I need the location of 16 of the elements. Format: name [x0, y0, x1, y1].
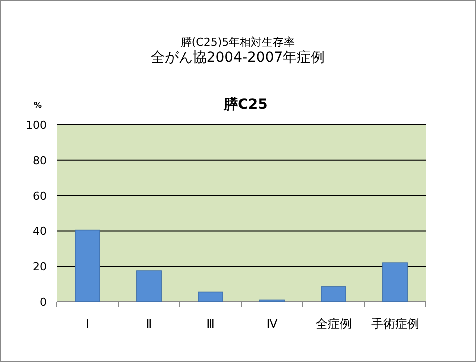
xtick: Ⅲ — [206, 317, 215, 331]
ylabel: % — [34, 101, 42, 110]
ytick: 100 — [26, 119, 47, 132]
xtick: Ⅱ — [146, 317, 152, 331]
xtick: Ⅰ — [86, 317, 90, 331]
ytick: 60 — [33, 190, 47, 203]
ytick: 0 — [40, 296, 47, 309]
ytick: 80 — [33, 154, 47, 168]
title: 膵(C25)5年相対生存率 — [180, 36, 296, 49]
xtick: 手術症例 — [371, 317, 420, 331]
xtick: Ⅳ — [266, 317, 278, 331]
ytick: 40 — [33, 225, 47, 238]
ytick: 20 — [33, 260, 47, 274]
annotation: 膵C25 — [224, 97, 268, 113]
xtick: 全症例 — [316, 317, 352, 331]
subtitle: 全がん協2004-2007年症例 — [150, 50, 326, 66]
